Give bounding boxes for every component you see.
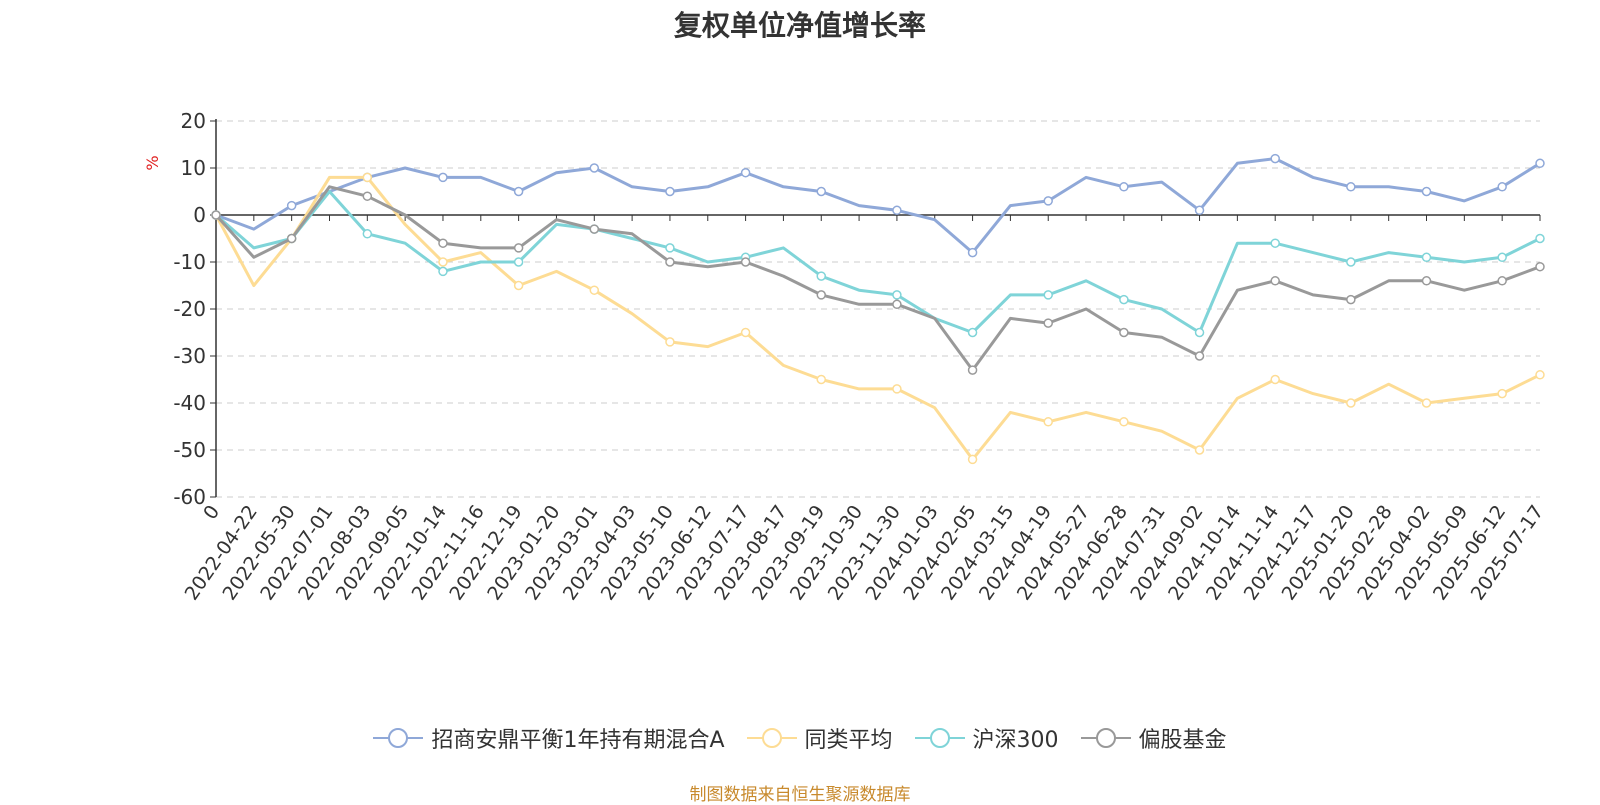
data-point (967, 365, 978, 375)
data-point (438, 266, 448, 277)
legend-marker-icon (746, 728, 797, 748)
data-point (1043, 290, 1053, 300)
legend-label: 沪深300 (972, 728, 1059, 753)
data-point (1194, 205, 1205, 216)
data-point (1535, 261, 1545, 272)
y-tick-label: -50 (173, 438, 206, 462)
data-point (1535, 370, 1545, 380)
data-point (1421, 276, 1432, 286)
source-note: 制图数据来自恒生聚源数据库 (689, 785, 911, 805)
data-point (1346, 257, 1356, 267)
data-point (438, 238, 448, 248)
line-chart: 20100-10-20-30-40-50-60%02022-04-222022-… (143, 109, 1548, 604)
data-point (286, 233, 297, 244)
chart-title: 复权单位净值增长率 (673, 9, 926, 42)
data-point (589, 285, 600, 295)
y-tick-label: -60 (173, 485, 206, 509)
data-point (1346, 182, 1356, 192)
data-point (892, 290, 902, 300)
data-point (1270, 238, 1280, 248)
series-line-2 (215, 190, 1541, 334)
data-point (589, 224, 600, 234)
y-tick-label: -30 (173, 344, 206, 368)
data-point (438, 257, 448, 267)
data-point (967, 454, 978, 465)
data-point (1043, 318, 1053, 328)
legend-item[interactable]: 招商安鼎平衡1年持有期混合A (373, 722, 725, 754)
data-point (1119, 294, 1129, 305)
y-tick-label: -20 (173, 297, 206, 321)
data-point (362, 172, 373, 183)
data-point (967, 327, 978, 338)
data-point (1270, 153, 1280, 164)
series-line-0 (215, 157, 1541, 255)
data-point (665, 186, 675, 197)
legend-label: 偏股基金 (1138, 728, 1227, 753)
legend-marker-icon (373, 728, 424, 748)
y-tick-label: 20 (181, 109, 206, 133)
data-point (513, 243, 524, 253)
data-point (1497, 388, 1507, 399)
series-line-3 (214, 185, 1541, 372)
data-point (1346, 294, 1356, 305)
data-point (967, 247, 978, 258)
data-point (665, 337, 675, 347)
data-point (1043, 196, 1053, 206)
data-point (513, 186, 524, 197)
series-line-1 (214, 175, 1541, 461)
data-point (1119, 417, 1129, 427)
legend: 招商安鼎平衡1年持有期混合A 同类平均 沪深300 偏股基金 (0, 722, 1600, 754)
data-point (1194, 351, 1205, 361)
data-point (1497, 252, 1507, 263)
data-point (1535, 233, 1545, 244)
data-point (665, 243, 675, 253)
x-tick-label: 0 (199, 501, 224, 524)
y-tick-label: -10 (173, 250, 206, 274)
data-point (211, 210, 221, 220)
y-tick-label: 0 (193, 203, 206, 227)
data-point (513, 280, 524, 291)
y-tick-label: 10 (181, 156, 206, 180)
data-point (1119, 327, 1129, 338)
data-point (892, 384, 902, 394)
data-point (1421, 252, 1432, 263)
data-point (892, 205, 902, 216)
y-tick-label: -40 (173, 391, 206, 415)
legend-item[interactable]: 沪深300 (914, 722, 1059, 754)
data-point (438, 172, 448, 183)
data-point (1535, 158, 1545, 169)
data-point (1497, 182, 1507, 192)
data-point (1346, 398, 1356, 408)
data-point (665, 257, 675, 267)
data-point (740, 167, 751, 178)
data-point (1270, 374, 1280, 385)
data-point (362, 191, 373, 201)
data-point (1497, 276, 1507, 286)
data-point (513, 257, 524, 267)
legend-label: 同类平均 (804, 728, 893, 753)
data-point (1270, 276, 1280, 286)
data-point (589, 163, 600, 173)
data-point (740, 327, 751, 338)
data-point (740, 257, 751, 267)
data-point (816, 374, 827, 385)
data-point (1119, 182, 1129, 192)
data-point (1421, 398, 1432, 408)
data-point (1421, 186, 1432, 197)
data-point (816, 186, 827, 197)
data-point (362, 229, 373, 239)
legend-item[interactable]: 偏股基金 (1080, 722, 1227, 754)
legend-label: 招商安鼎平衡1年持有期混合A (431, 728, 725, 753)
data-point (286, 200, 297, 211)
y-axis-label: % (143, 155, 162, 170)
legend-marker-icon (914, 728, 965, 748)
data-point (816, 271, 827, 281)
data-point (892, 299, 902, 310)
legend-item[interactable]: 同类平均 (746, 722, 893, 754)
data-point (1194, 445, 1205, 455)
data-point (1043, 417, 1053, 427)
data-point (816, 290, 827, 300)
legend-marker-icon (1080, 728, 1131, 748)
data-point (1194, 327, 1205, 338)
